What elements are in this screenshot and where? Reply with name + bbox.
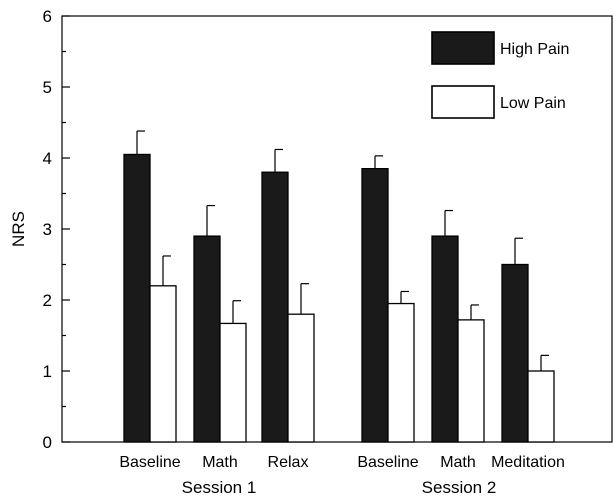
y-axis-label: NRS	[9, 211, 28, 247]
y-tick-label: 2	[43, 291, 52, 310]
y-tick-label: 5	[43, 78, 52, 97]
bar-high-pain	[261, 171, 289, 443]
group-label: Session 1	[182, 478, 257, 497]
x-tick-label: Math	[202, 454, 238, 471]
x-tick-label: Baseline	[357, 454, 418, 471]
bar-high-pain	[361, 167, 389, 443]
legend-swatch	[431, 85, 495, 119]
bar-low-pain	[527, 370, 555, 443]
bar-high-pain	[123, 153, 151, 443]
group-label: Session 2	[422, 478, 497, 497]
y-tick-label: 0	[43, 433, 52, 452]
bar-high-pain	[431, 235, 459, 443]
y-tick-label: 4	[43, 149, 52, 168]
bar-low-pain	[457, 319, 485, 443]
legend-swatch	[431, 31, 495, 65]
bar-high-pain	[501, 263, 529, 443]
bar-high-pain	[193, 235, 221, 443]
x-tick-label: Meditation	[491, 454, 565, 471]
bars	[123, 130, 555, 443]
y-tick-label: 6	[43, 7, 52, 26]
bar-low-pain	[219, 322, 247, 443]
y-tick-label: 1	[43, 362, 52, 381]
bar-low-pain	[387, 302, 415, 443]
x-tick-label: Baseline	[119, 454, 180, 471]
bar-low-pain	[149, 285, 177, 443]
legend: High Pain Low Pain	[431, 31, 569, 119]
legend-label: Low Pain	[500, 95, 566, 112]
y-tick-label: 3	[43, 220, 52, 239]
legend-label: High Pain	[500, 41, 569, 58]
x-tick-label: Math	[440, 454, 476, 471]
y-axis: 0 1 2 3 4 5 6	[43, 7, 70, 452]
bar-low-pain	[287, 313, 315, 443]
x-tick-label: Relax	[268, 454, 309, 471]
